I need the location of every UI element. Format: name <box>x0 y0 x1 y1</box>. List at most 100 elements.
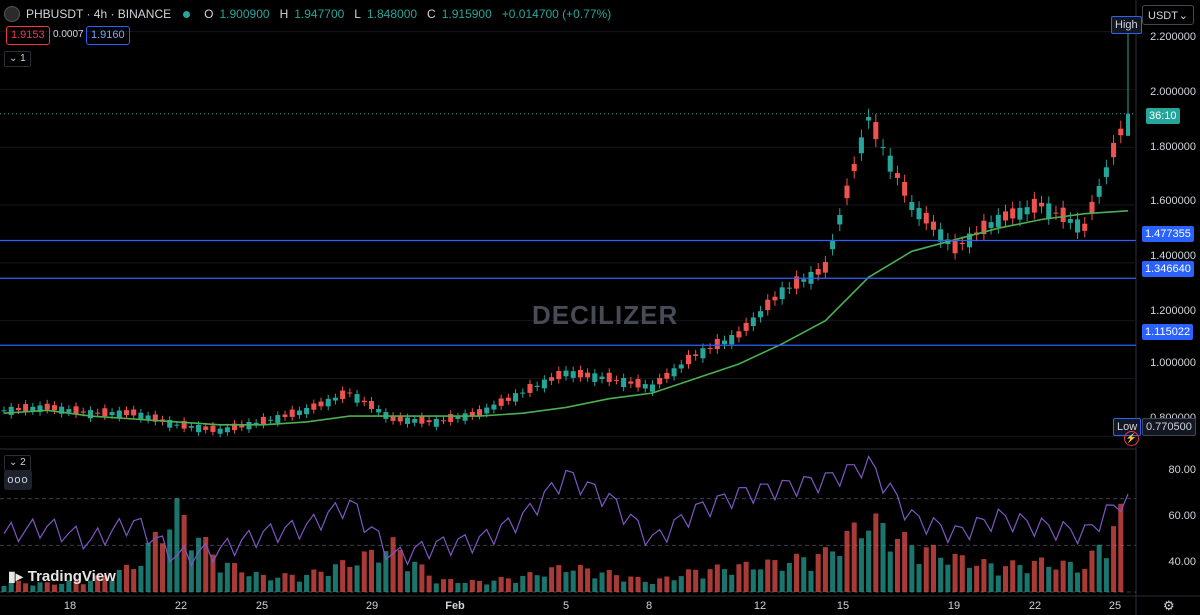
symbol-title[interactable]: PHBUSDT · 4h · BINANCE <box>26 7 172 21</box>
volume-bar <box>1046 566 1052 592</box>
candle-body <box>1046 203 1052 219</box>
rsi-tick: 80.00 <box>1168 464 1196 476</box>
candle-body <box>577 370 583 378</box>
candle-body <box>772 296 778 301</box>
volume-bar <box>765 559 771 592</box>
candle-body <box>563 370 569 377</box>
volume-bar <box>268 580 274 592</box>
tradingview-logo[interactable]: ▮▸ TradingView <box>8 568 116 585</box>
candle-body <box>916 208 922 220</box>
candle-body <box>1089 201 1095 214</box>
rsi-tick: 60.00 <box>1168 510 1196 522</box>
volume-bar <box>224 562 230 592</box>
spread-value: 0.0007 <box>53 29 84 40</box>
volume-bar <box>570 570 576 592</box>
candle-body <box>1111 142 1117 158</box>
candle-body <box>332 397 338 401</box>
level-tag[interactable]: 1.477355 <box>1142 226 1194 242</box>
candle-body <box>188 426 194 428</box>
volume-bar <box>253 571 259 592</box>
candle-body <box>570 371 576 378</box>
candle-body <box>642 384 648 389</box>
candle-body <box>930 221 936 230</box>
volume-bar <box>390 537 396 592</box>
buy-price-button[interactable]: 1.9160 <box>86 26 130 45</box>
candle-body <box>448 414 454 422</box>
volume-bar <box>981 559 987 592</box>
volume-bar <box>995 575 1001 592</box>
volume-bar <box>239 572 245 592</box>
volume-bar <box>296 581 302 592</box>
collapse-indicators-button[interactable]: ⌄ 1 <box>4 51 31 67</box>
open-label: O <box>204 7 214 21</box>
volume-bar <box>678 576 684 592</box>
candle-body <box>390 415 396 421</box>
candle-body <box>664 372 670 379</box>
candle-body <box>880 146 886 148</box>
high-value: 1.947700 <box>294 7 345 21</box>
volume-bar <box>404 571 411 592</box>
symbol-header: PHBUSDT · 4h · BINANCE O 1.900900 H 1.9477… <box>4 6 615 22</box>
candle-body <box>923 212 929 224</box>
volume-bar <box>188 550 194 592</box>
volume-bar <box>822 547 828 592</box>
chevron-down-icon: ⌄ <box>9 53 18 64</box>
volume-bar <box>232 563 238 592</box>
volume-bar <box>923 547 929 592</box>
currency-label: USDT <box>1148 10 1178 22</box>
settings-gear-icon[interactable]: ⚙ <box>1163 598 1175 613</box>
volume-bar <box>808 570 814 592</box>
volume-bar <box>527 572 533 592</box>
volume-bar <box>498 577 504 592</box>
sell-price-button[interactable]: 1.9153 <box>6 26 50 45</box>
more-options-button[interactable]: ooo <box>4 470 32 490</box>
candle-body <box>268 419 274 421</box>
change-value: +0.014700 (+0.77%) <box>501 7 612 21</box>
volume-bar <box>1 586 7 592</box>
volume-bar <box>87 580 93 592</box>
candle-body <box>909 202 915 211</box>
price-tick: 1.400000 <box>1150 250 1196 262</box>
alert-bolt-icon[interactable]: ⚡ <box>1124 431 1139 446</box>
candle-body <box>743 322 749 331</box>
candle-body <box>779 287 785 300</box>
volume-bar <box>794 553 800 592</box>
candle-body <box>66 409 72 413</box>
volume-bar <box>440 579 447 592</box>
collapse-rsi-button[interactable]: ⌄ 2 <box>4 455 31 471</box>
volume-bar <box>729 574 735 592</box>
volume-bar <box>894 538 900 592</box>
moving-average-line <box>3 210 1129 426</box>
volume-bar <box>858 538 864 592</box>
candle-body <box>988 222 994 228</box>
volume-bar <box>549 567 555 592</box>
candle-body <box>477 409 483 416</box>
close-label: C <box>427 7 436 21</box>
candle-body <box>981 220 987 235</box>
candle-body <box>657 377 663 385</box>
candle-body <box>837 214 843 225</box>
volume-bar <box>902 532 908 592</box>
candle-body <box>844 185 850 199</box>
volume-bar <box>174 498 180 592</box>
volume-bar <box>945 564 951 592</box>
candle-body <box>311 403 317 410</box>
candle-body <box>123 410 130 415</box>
candle-body <box>1039 202 1045 207</box>
volume-bar <box>779 570 785 592</box>
candle-body <box>858 137 864 154</box>
volume-bar <box>1075 572 1081 592</box>
volume-bar <box>109 580 115 592</box>
volume-bar <box>30 585 36 592</box>
volume-bar <box>556 565 562 592</box>
volume-bar <box>368 549 374 592</box>
volume-bar <box>635 576 641 592</box>
currency-selector[interactable]: USDT ⌄ <box>1142 5 1194 25</box>
candle-body <box>1010 208 1016 219</box>
volume-bar <box>880 522 886 592</box>
candle-body <box>887 155 893 172</box>
candle-body <box>145 415 151 420</box>
level-tag[interactable]: 1.115022 <box>1142 324 1194 340</box>
level-tag[interactable]: 1.346640 <box>1142 261 1194 277</box>
